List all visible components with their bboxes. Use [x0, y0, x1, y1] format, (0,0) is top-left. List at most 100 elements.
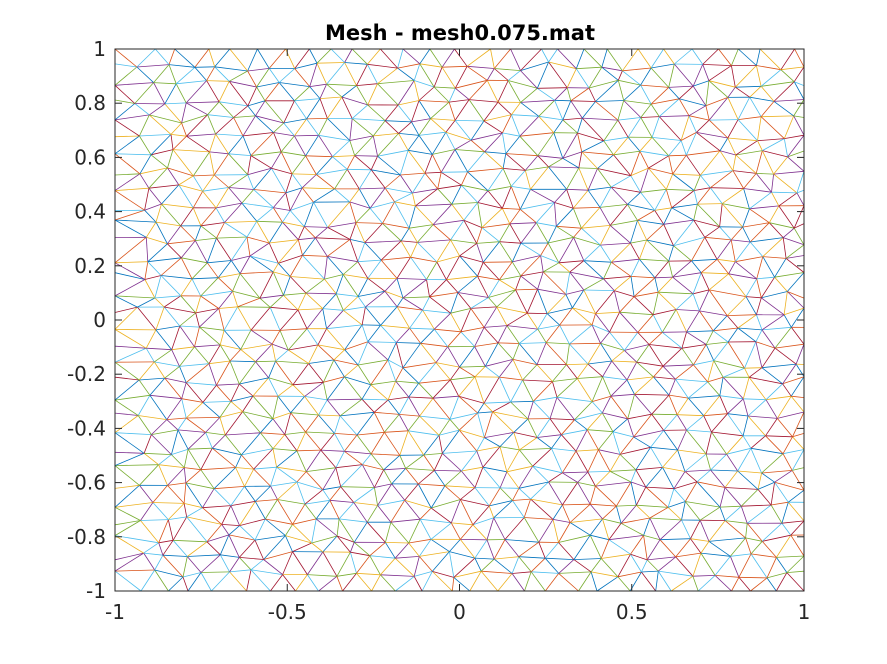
mesh-edge — [326, 376, 345, 401]
mesh-edge — [206, 80, 230, 82]
mesh-edge — [304, 396, 319, 416]
mesh-edge — [699, 150, 721, 176]
mesh-edge — [765, 435, 793, 438]
mesh-edge — [552, 504, 563, 520]
mesh-edge — [595, 485, 617, 507]
mesh-edge — [598, 449, 621, 455]
mesh-edge — [616, 481, 632, 507]
mesh-edge — [247, 86, 257, 107]
mesh-edge — [326, 328, 346, 350]
mesh-edge — [761, 314, 785, 331]
mesh-edge — [296, 431, 306, 451]
mesh-edge — [282, 210, 291, 223]
mesh-edge — [474, 376, 485, 404]
mesh-edge — [225, 432, 261, 436]
mesh-edge — [380, 325, 397, 343]
mesh-edge — [151, 419, 168, 435]
mesh-edge — [780, 66, 805, 71]
mesh-edge — [423, 454, 435, 471]
mesh-edge — [552, 519, 571, 523]
mesh-edge — [417, 483, 432, 509]
mesh-edge — [158, 464, 168, 486]
mesh-edge — [548, 48, 558, 63]
mesh-edge — [484, 411, 493, 438]
mesh-edge — [239, 377, 269, 385]
mesh-edge — [536, 418, 551, 438]
mesh-edge — [308, 359, 334, 364]
mesh-edge — [639, 239, 648, 260]
mesh-edge — [369, 201, 395, 209]
mesh-edge — [356, 573, 372, 592]
mesh-edge — [338, 518, 355, 543]
mesh-edge — [626, 379, 635, 395]
mesh-edge — [665, 173, 674, 190]
mesh-edge — [185, 469, 202, 484]
mesh-edge — [483, 327, 499, 344]
mesh-edge — [506, 312, 528, 326]
mesh-edge — [264, 499, 278, 520]
mesh-edge — [781, 522, 792, 536]
mesh-edge — [509, 222, 537, 225]
mesh-edge — [164, 103, 182, 124]
mesh-edge — [450, 239, 460, 257]
mesh-edge — [737, 97, 751, 120]
mesh-edge — [422, 309, 435, 330]
mesh-edge — [166, 419, 179, 431]
mesh-edge — [217, 277, 233, 292]
mesh-edge — [691, 48, 704, 65]
mesh-edge — [678, 85, 694, 100]
mesh-edge — [356, 431, 385, 436]
mesh-edge — [792, 411, 805, 437]
mesh-edge — [250, 155, 272, 169]
mesh-edge — [499, 279, 516, 291]
mesh-edge — [693, 190, 698, 205]
mesh-edge — [408, 430, 440, 436]
mesh-edge — [247, 105, 256, 117]
mesh-edge — [149, 114, 182, 124]
mesh-edge — [658, 291, 694, 295]
mesh-edge — [242, 132, 274, 137]
mesh-edge — [144, 203, 162, 211]
mesh-edge — [420, 518, 452, 524]
mesh-edge — [749, 376, 783, 385]
mesh-edge — [318, 134, 350, 141]
mesh-edge — [472, 524, 488, 541]
mesh-edge — [637, 220, 648, 241]
mesh-edge — [409, 327, 435, 330]
mesh-edge — [179, 325, 195, 348]
mesh-edge — [700, 541, 710, 554]
mesh-edge — [400, 227, 410, 242]
mesh-edge — [506, 325, 520, 344]
mesh-edge — [193, 174, 215, 177]
mesh-edge — [114, 82, 154, 86]
mesh-edge — [510, 48, 521, 71]
mesh-edge — [591, 324, 601, 344]
mesh-edge — [270, 481, 297, 487]
mesh-edge — [611, 258, 640, 263]
mesh-edge — [483, 401, 511, 404]
mesh-edge — [606, 48, 623, 72]
mesh-edge — [180, 225, 196, 241]
mesh-edge — [477, 402, 485, 414]
mesh-edge — [411, 118, 431, 123]
mesh-edge — [367, 48, 381, 65]
mesh-edge — [418, 135, 433, 155]
mesh-edge — [430, 538, 450, 552]
mesh-edge — [395, 342, 404, 368]
mesh-edge — [558, 237, 574, 263]
mesh-edge — [391, 468, 406, 485]
mesh-edge — [538, 542, 546, 559]
mesh-edge — [707, 376, 724, 383]
mesh-edge — [250, 132, 274, 156]
mesh-edge — [611, 261, 632, 277]
mesh-edge — [175, 67, 196, 85]
mesh-edge — [640, 84, 652, 105]
mesh-edge — [268, 360, 276, 378]
mesh-edge — [601, 48, 608, 68]
mesh-edge — [627, 204, 638, 221]
mesh-edge — [756, 173, 774, 175]
mesh-edge — [294, 135, 306, 156]
mesh-edge — [520, 271, 544, 277]
mesh-edge — [602, 376, 612, 397]
mesh-edge — [654, 260, 670, 279]
